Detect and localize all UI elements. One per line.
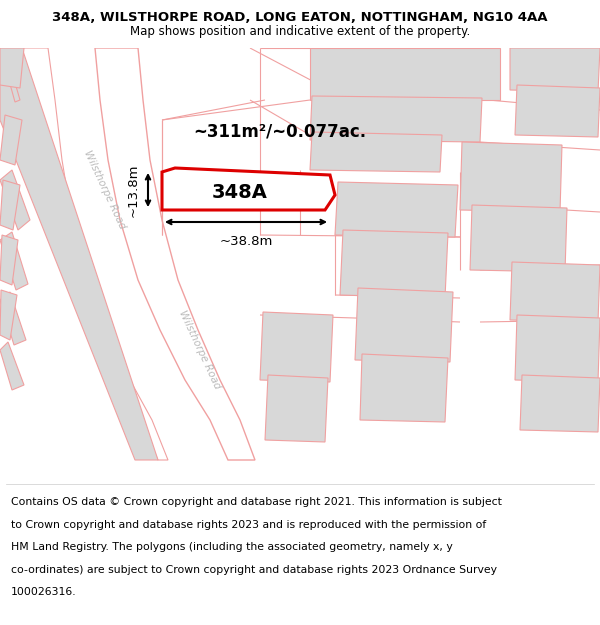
Polygon shape [335, 182, 458, 237]
Polygon shape [0, 290, 17, 340]
Text: HM Land Registry. The polygons (including the associated geometry, namely x, y: HM Land Registry. The polygons (includin… [11, 542, 452, 552]
Text: co-ordinates) are subject to Crown copyright and database rights 2023 Ordnance S: co-ordinates) are subject to Crown copyr… [11, 565, 497, 575]
Text: 100026316.: 100026316. [11, 588, 76, 598]
Text: Map shows position and indicative extent of the property.: Map shows position and indicative extent… [130, 26, 470, 38]
Polygon shape [515, 85, 600, 137]
Polygon shape [355, 288, 453, 362]
Polygon shape [360, 354, 448, 422]
Polygon shape [0, 170, 30, 230]
Polygon shape [310, 132, 442, 172]
Polygon shape [460, 142, 562, 212]
Polygon shape [310, 48, 500, 100]
Polygon shape [515, 315, 600, 382]
Text: ~311m²/~0.077ac.: ~311m²/~0.077ac. [193, 123, 367, 141]
Text: Wilsthorpe Road: Wilsthorpe Road [82, 149, 128, 231]
Polygon shape [340, 230, 448, 298]
Polygon shape [95, 48, 255, 460]
Polygon shape [310, 96, 482, 142]
Polygon shape [0, 48, 24, 88]
Text: 348A: 348A [212, 182, 268, 201]
Text: 348A, WILSTHORPE ROAD, LONG EATON, NOTTINGHAM, NG10 4AA: 348A, WILSTHORPE ROAD, LONG EATON, NOTTI… [52, 11, 548, 24]
Text: ~38.8m: ~38.8m [220, 235, 272, 248]
Polygon shape [0, 292, 26, 345]
Polygon shape [260, 312, 333, 382]
Polygon shape [0, 235, 18, 285]
Polygon shape [0, 48, 158, 460]
Polygon shape [162, 168, 335, 210]
Text: Contains OS data © Crown copyright and database right 2021. This information is : Contains OS data © Crown copyright and d… [11, 498, 502, 508]
Polygon shape [520, 375, 600, 432]
Text: ~13.8m: ~13.8m [127, 163, 140, 217]
Polygon shape [0, 115, 22, 165]
Polygon shape [0, 232, 28, 290]
Polygon shape [265, 375, 328, 442]
Polygon shape [470, 205, 567, 272]
Polygon shape [0, 180, 20, 230]
Text: Wilsthorpe Road: Wilsthorpe Road [178, 309, 223, 391]
Polygon shape [510, 262, 600, 322]
Polygon shape [22, 48, 168, 460]
Polygon shape [510, 48, 600, 92]
Polygon shape [0, 342, 24, 390]
Text: to Crown copyright and database rights 2023 and is reproduced with the permissio: to Crown copyright and database rights 2… [11, 520, 486, 530]
Polygon shape [0, 48, 20, 102]
